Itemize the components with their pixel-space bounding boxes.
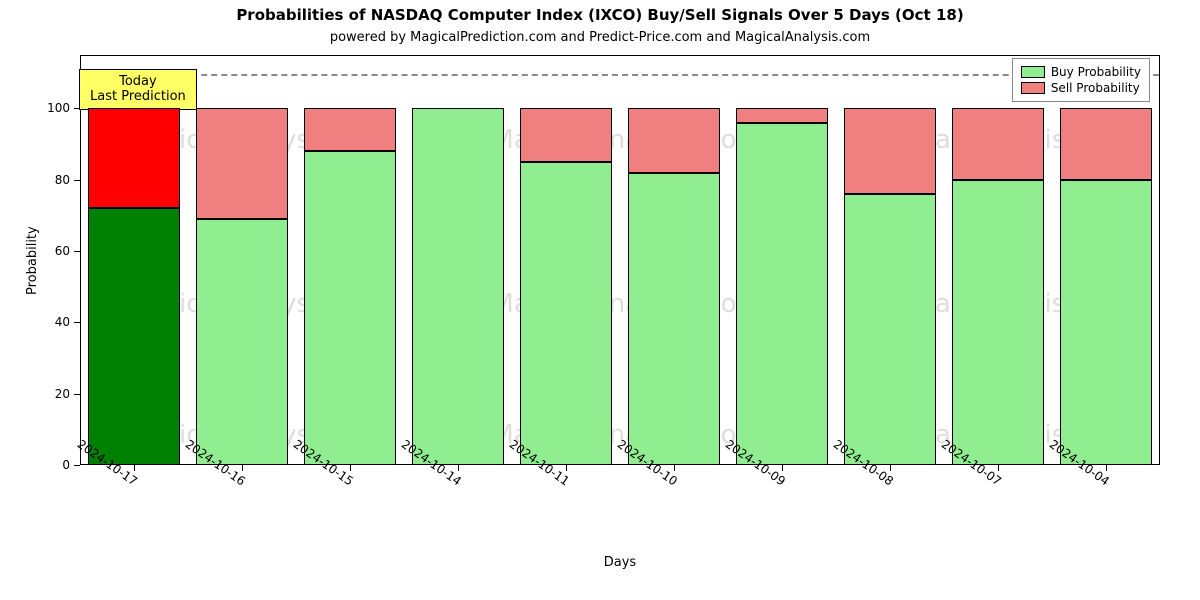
x-axis-label: Days xyxy=(80,555,1160,570)
ytick-mark xyxy=(74,251,80,252)
bar-buy xyxy=(844,194,936,465)
legend-swatch-buy xyxy=(1021,66,1045,78)
ytick-label: 60 xyxy=(30,244,70,258)
bar-buy xyxy=(1060,180,1152,465)
ytick-mark xyxy=(74,322,80,323)
legend-swatch-sell xyxy=(1021,82,1045,94)
bar-sell xyxy=(736,108,828,122)
xtick-mark xyxy=(674,465,675,471)
callout-line-1: Today xyxy=(90,74,186,90)
legend-item-buy: Buy Probability xyxy=(1021,65,1141,79)
chart-title: Probabilities of NASDAQ Computer Index (… xyxy=(0,6,1200,24)
xtick-mark xyxy=(1106,465,1107,471)
xtick-mark xyxy=(998,465,999,471)
legend-item-sell: Sell Probability xyxy=(1021,81,1141,95)
bar-sell xyxy=(304,108,396,151)
ytick-mark xyxy=(74,465,80,466)
bar-sell xyxy=(628,108,720,172)
bar-buy xyxy=(304,151,396,465)
legend-label-buy: Buy Probability xyxy=(1051,65,1141,79)
today-callout: Today Last Prediction xyxy=(79,69,197,110)
xtick-mark xyxy=(134,465,135,471)
xtick-mark xyxy=(458,465,459,471)
xtick-mark xyxy=(566,465,567,471)
bar-sell xyxy=(1060,108,1152,179)
callout-line-2: Last Prediction xyxy=(90,89,186,105)
bar-buy xyxy=(88,208,180,465)
legend-label-sell: Sell Probability xyxy=(1051,81,1140,95)
xtick-mark xyxy=(242,465,243,471)
bar-buy xyxy=(628,173,720,465)
bar-sell xyxy=(196,108,288,219)
xtick-mark xyxy=(350,465,351,471)
bar-sell xyxy=(952,108,1044,179)
chart-container: Probabilities of NASDAQ Computer Index (… xyxy=(0,0,1200,600)
ytick-mark xyxy=(74,108,80,109)
bar-buy xyxy=(952,180,1044,465)
bar-buy xyxy=(196,219,288,465)
ytick-mark xyxy=(74,394,80,395)
ytick-label: 0 xyxy=(30,458,70,472)
xtick-mark xyxy=(782,465,783,471)
reference-line xyxy=(81,74,1159,76)
bar-sell xyxy=(520,108,612,161)
legend: Buy Probability Sell Probability xyxy=(1012,58,1150,102)
bar-buy xyxy=(736,123,828,465)
chart-subtitle: powered by MagicalPrediction.com and Pre… xyxy=(0,30,1200,45)
ytick-label: 20 xyxy=(30,387,70,401)
bar-buy xyxy=(412,108,504,465)
bar-buy xyxy=(520,162,612,465)
y-axis-label: Probability xyxy=(25,226,40,295)
ytick-label: 40 xyxy=(30,315,70,329)
ytick-label: 80 xyxy=(30,173,70,187)
xtick-mark xyxy=(890,465,891,471)
ytick-mark xyxy=(74,180,80,181)
bar-sell xyxy=(844,108,936,194)
ytick-label: 100 xyxy=(30,101,70,115)
bar-sell xyxy=(88,108,180,208)
